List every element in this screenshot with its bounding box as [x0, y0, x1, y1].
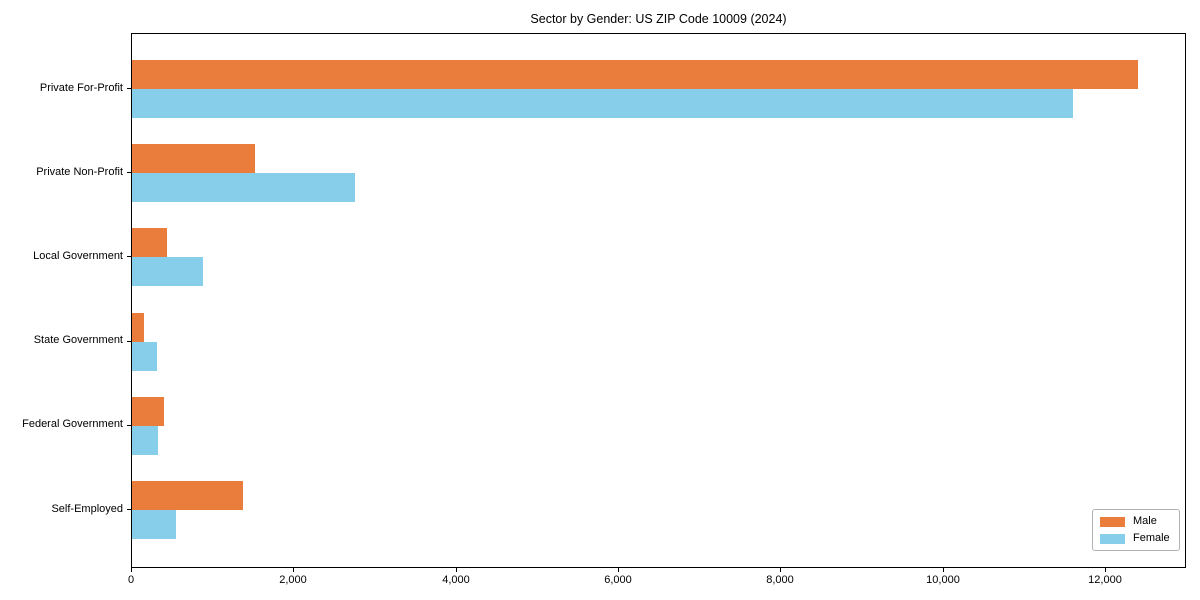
- x-tick: [1105, 568, 1106, 572]
- bar-male-5: [132, 481, 243, 510]
- y-tick-label: Federal Government: [22, 418, 123, 430]
- x-tick-label: 6,000: [604, 574, 632, 586]
- x-tick: [943, 568, 944, 572]
- x-tick: [131, 568, 132, 572]
- x-tick-label: 12,000: [1088, 574, 1122, 586]
- legend-item-female: Female: [1100, 532, 1172, 545]
- female-swatch-icon: [1100, 533, 1125, 544]
- x-tick-label: 8,000: [766, 574, 794, 586]
- bar-female-1: [132, 173, 355, 203]
- x-tick: [456, 568, 457, 572]
- y-tick-label: Local Government: [33, 250, 123, 262]
- y-tick: [127, 88, 131, 89]
- y-tick-label: Self-Employed: [51, 503, 123, 515]
- legend-item-male: Male: [1100, 515, 1172, 528]
- plot-area: [131, 33, 1186, 568]
- x-tick-label: 4,000: [442, 574, 470, 586]
- bar-male-3: [132, 312, 144, 342]
- bar-female-2: [132, 257, 203, 287]
- x-tick-label: 2,000: [279, 574, 307, 586]
- y-tick: [127, 509, 131, 510]
- y-tick: [127, 425, 131, 426]
- x-tick-label: 0: [127, 574, 135, 586]
- y-tick-label: Private Non-Profit: [36, 166, 123, 178]
- bar-female-3: [132, 341, 157, 371]
- x-tick: [293, 568, 294, 572]
- bar-male-4: [132, 396, 164, 426]
- chart-title: Sector by Gender: US ZIP Code 10009 (202…: [530, 12, 787, 26]
- male-swatch-icon: [1100, 516, 1125, 527]
- y-tick: [127, 172, 131, 173]
- legend: Male Female: [1092, 509, 1180, 551]
- legend-label-female: Female: [1133, 532, 1170, 544]
- bar-male-2: [132, 228, 167, 258]
- bar-male-1: [132, 144, 255, 174]
- bar-female-4: [132, 425, 158, 455]
- y-tick-label: Private For-Profit: [39, 82, 123, 94]
- x-tick-label: 10,000: [926, 574, 960, 586]
- legend-label-male: Male: [1133, 515, 1157, 527]
- bar-male-0: [132, 60, 1138, 89]
- x-tick: [618, 568, 619, 572]
- y-tick: [127, 341, 131, 342]
- y-tick: [127, 256, 131, 257]
- bar-female-5: [132, 510, 176, 539]
- y-tick-label: State Government: [33, 334, 123, 346]
- bar-female-0: [132, 89, 1073, 118]
- x-tick: [780, 568, 781, 572]
